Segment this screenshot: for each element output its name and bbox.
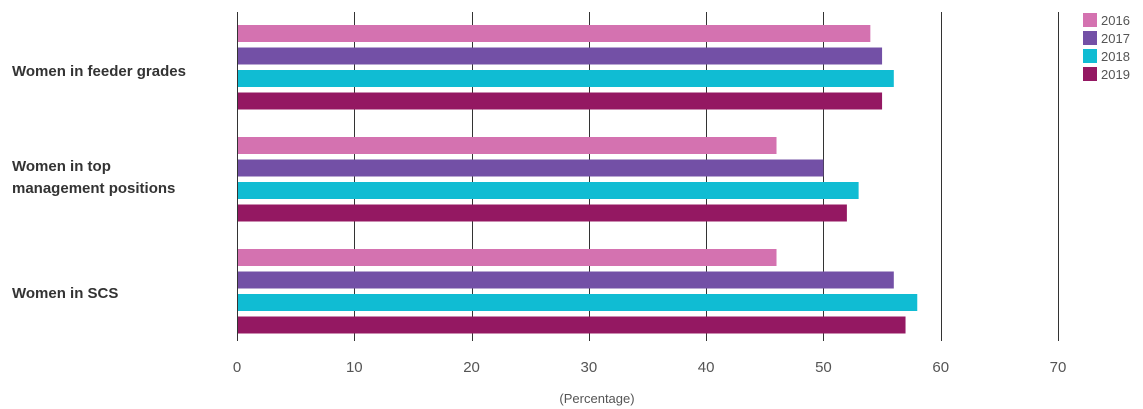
bar-2016-cat-1 [238,137,777,154]
legend-label-2016: 2016 [1101,12,1130,28]
category-label-top-management: Women in top management positions [12,158,176,197]
x-tick-label-60: 60 [932,359,949,376]
legend-item-2019: 2019 [1083,65,1130,83]
bar-2018-cat-0 [238,70,894,87]
legend-label-2017: 2017 [1101,30,1130,46]
bar-2017-cat-2 [238,271,894,289]
x-tick-label-40: 40 [698,359,715,376]
bar-2018-cat-1 [238,182,859,199]
x-tick-label-20: 20 [463,359,480,376]
bar-2016-cat-0 [238,25,871,42]
bar-2019-cat-0 [238,92,883,110]
legend-item-2016: 2016 [1083,11,1130,29]
bar-2016-cat-2 [238,249,777,266]
bar-2019-cat-2 [238,316,906,334]
category-label-scs: Women in SCS [12,285,119,302]
bar-2019-cat-1 [238,204,847,222]
bar-2018-cat-2 [238,294,918,311]
legend-label-2018: 2018 [1101,48,1130,64]
x-tick-label-10: 10 [346,359,363,376]
x-tick-label-0: 0 [233,359,241,376]
x-tick-label-50: 50 [815,359,832,376]
legend-label-2019: 2019 [1101,66,1130,82]
legend-swatch-2017 [1083,31,1097,45]
legend-item-2017: 2017 [1083,29,1130,47]
x-axis-title: (Percentage) [559,391,635,406]
legend-swatch-2016 [1083,13,1097,27]
legend-swatch-2019 [1083,67,1097,81]
bar-2017-cat-1 [238,159,824,177]
legend-swatch-2018 [1083,49,1097,63]
x-tick-label-30: 30 [581,359,598,376]
x-tick-label-70: 70 [1050,359,1067,376]
bar-2017-cat-0 [238,47,883,65]
legend-item-2018: 2018 [1083,47,1130,65]
category-label-feeder-grades: Women in feeder grades [12,63,186,80]
legend: 2016 2017 2018 2019 [1083,11,1130,83]
